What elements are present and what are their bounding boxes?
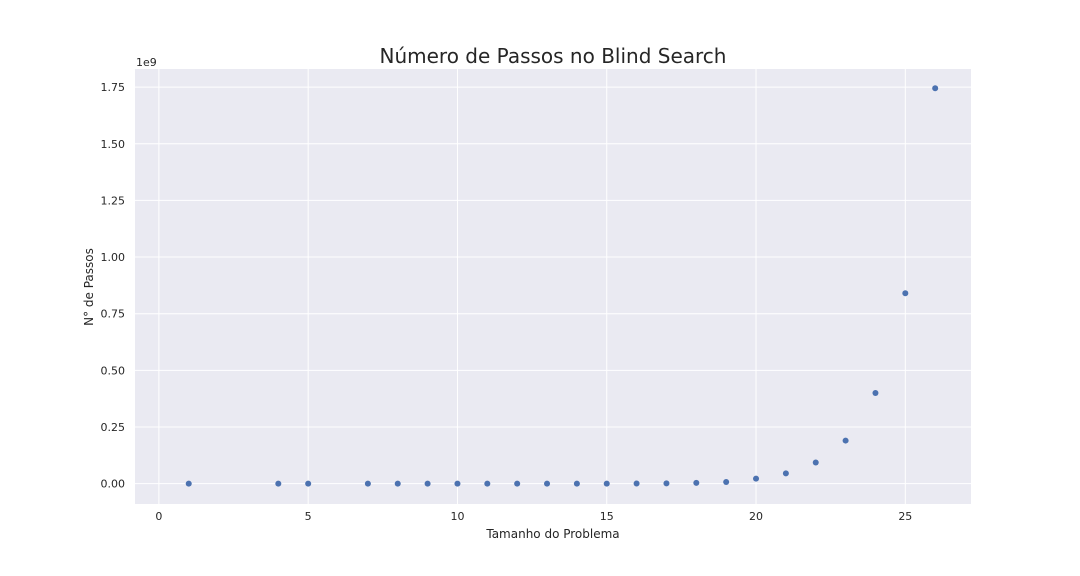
data-points bbox=[185, 85, 939, 487]
data-point bbox=[424, 480, 431, 487]
data-point bbox=[812, 459, 819, 466]
data-point bbox=[275, 480, 282, 487]
plot-background bbox=[135, 69, 971, 504]
data-point bbox=[723, 479, 730, 486]
y-tick-label: 0.00 bbox=[101, 478, 126, 491]
y-axis-offset-label: 1e9 bbox=[136, 56, 157, 69]
data-point bbox=[663, 480, 670, 487]
data-point bbox=[633, 480, 640, 487]
data-point bbox=[544, 480, 551, 487]
x-tick-label: 0 bbox=[155, 510, 162, 523]
x-axis-label: Tamanho do Problema bbox=[485, 527, 619, 541]
data-point bbox=[603, 480, 610, 487]
data-point bbox=[305, 480, 312, 487]
data-point bbox=[902, 290, 909, 297]
x-tick-label: 20 bbox=[749, 510, 763, 523]
x-tick-label: 25 bbox=[898, 510, 912, 523]
y-tick-label: 0.50 bbox=[101, 364, 126, 377]
data-point bbox=[872, 389, 879, 396]
data-point bbox=[932, 85, 939, 92]
y-tick-label: 1.75 bbox=[101, 81, 126, 94]
grid-lines bbox=[135, 69, 971, 504]
y-tick-label: 1.50 bbox=[101, 138, 126, 151]
y-tick-label: 1.00 bbox=[101, 251, 126, 264]
y-tick-label: 0.75 bbox=[101, 308, 126, 321]
data-point bbox=[364, 480, 371, 487]
x-tick-label: 15 bbox=[600, 510, 614, 523]
data-point bbox=[573, 480, 580, 487]
x-tick-label: 10 bbox=[450, 510, 464, 523]
x-axis-ticks: 0 5 10 15 20 25 bbox=[155, 510, 912, 523]
chart-title: Número de Passos no Blind Search bbox=[380, 44, 727, 68]
y-axis-ticks: 0.00 0.25 0.50 0.75 1.00 1.25 1.50 1.75 bbox=[101, 81, 126, 490]
data-point bbox=[514, 480, 521, 487]
y-tick-label: 1.25 bbox=[101, 194, 126, 207]
y-tick-label: 0.25 bbox=[101, 421, 126, 434]
data-point bbox=[484, 480, 491, 487]
data-point bbox=[185, 480, 192, 487]
data-point bbox=[782, 470, 789, 477]
x-tick-label: 5 bbox=[305, 510, 312, 523]
data-point bbox=[454, 480, 461, 487]
data-point bbox=[693, 479, 700, 486]
y-axis-label: N° de Passos bbox=[82, 248, 96, 326]
data-point bbox=[394, 480, 401, 487]
data-point bbox=[753, 475, 760, 482]
data-point bbox=[842, 437, 849, 444]
